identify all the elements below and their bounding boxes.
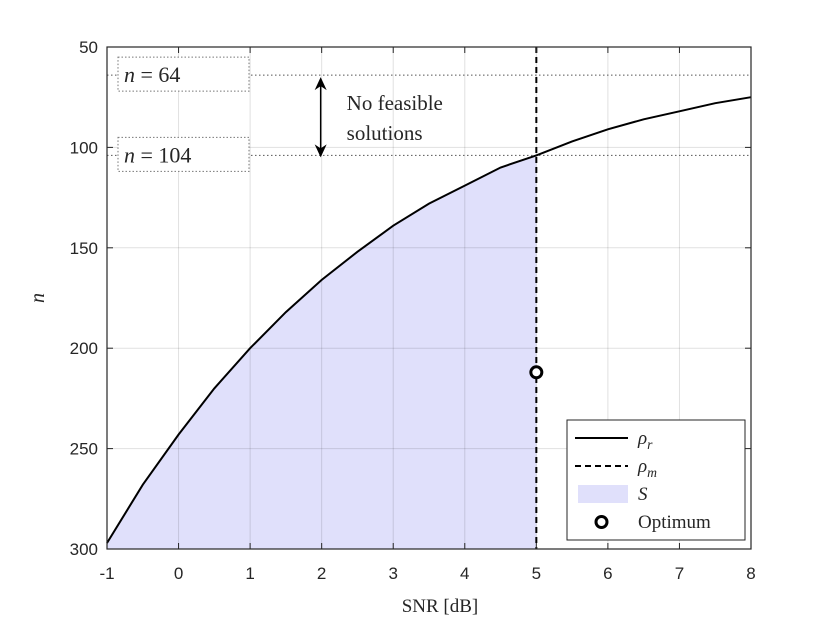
y-tick-label: 200 [70,339,98,358]
x-tick-label: 0 [174,564,183,583]
x-tick-label: 2 [317,564,326,583]
legend-label: ρm [637,456,657,480]
annotation-text: No feasible [347,91,443,115]
annotation-arrow-head-up [314,77,327,91]
x-tick-label: 6 [603,564,612,583]
x-axis-label: SNR [dB] [402,596,479,617]
legend-label: Optimum [638,512,711,533]
x-tick-label: 3 [388,564,397,583]
y-tick-label: 50 [79,38,98,57]
x-tick-label: 8 [746,564,755,583]
optimum-marker [529,365,544,380]
y-tick-label: 150 [70,239,98,258]
y-tick-label: 250 [70,440,98,459]
y-tick-label: 100 [70,138,98,157]
reference-label-box [117,136,250,172]
legend-swatch-patch [578,485,628,503]
reference-label-box [117,56,250,92]
x-tick-label: 1 [245,564,254,583]
x-tick-label: 7 [675,564,684,583]
legend-swatch-marker [594,515,609,529]
plot-area-frame [106,46,752,550]
annotation-text: solutions [347,121,423,145]
region-s [107,155,537,549]
x-tick-label: 5 [532,564,541,583]
y-tick-label: 300 [70,540,98,559]
x-tick-label: -1 [99,564,114,583]
legend-label: S [638,484,648,505]
x-tick-label: 4 [460,564,469,583]
reference-label: n = 104 [124,142,191,167]
legend-label: ρr [637,428,653,452]
annotation-arrow-head-down [314,144,327,158]
reference-label: n = 64 [124,62,180,87]
series-rho-r-line [106,96,752,544]
y-axis-label: n [27,293,49,303]
